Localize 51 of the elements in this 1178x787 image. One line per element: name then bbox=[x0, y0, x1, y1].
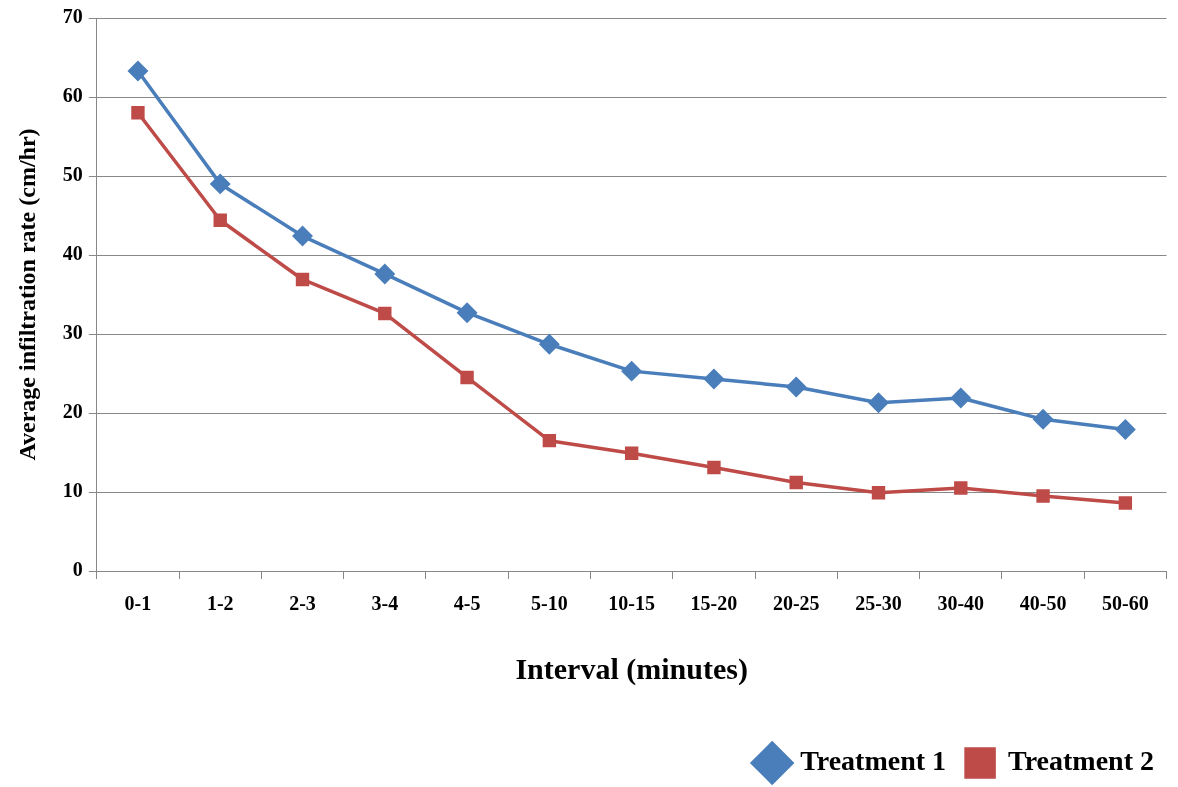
y-tick-label: 70 bbox=[62, 5, 83, 28]
point bbox=[213, 213, 227, 227]
x-tick-label: 40-50 bbox=[1019, 592, 1067, 615]
point bbox=[951, 388, 971, 408]
point bbox=[539, 334, 560, 355]
x-axis-title: Interval (minutes) bbox=[515, 651, 748, 686]
point bbox=[457, 302, 477, 323]
point bbox=[1036, 489, 1050, 503]
point bbox=[624, 446, 639, 460]
point bbox=[707, 460, 721, 475]
x-tick-label: 1-2 bbox=[206, 592, 234, 615]
point bbox=[131, 106, 145, 120]
point bbox=[378, 306, 392, 321]
y-tick-label: 60 bbox=[62, 84, 83, 107]
x-tick-label: 15-20 bbox=[690, 592, 738, 615]
point bbox=[375, 264, 395, 284]
y-tick-label: 20 bbox=[62, 400, 83, 423]
x-tick-label: 2-3 bbox=[289, 592, 316, 615]
x-tick-label: 0-1 bbox=[124, 592, 152, 615]
point bbox=[542, 433, 557, 448]
legend-label: Treatment 2 bbox=[1008, 745, 1154, 777]
point bbox=[1033, 409, 1053, 430]
x-tick-label: 20-25 bbox=[772, 592, 820, 615]
y-tick-label: 0 bbox=[72, 558, 83, 581]
point bbox=[704, 369, 724, 389]
y-tick-label: 10 bbox=[62, 479, 83, 502]
y-tick-label: 40 bbox=[62, 242, 83, 265]
x-tick-label: 3-4 bbox=[371, 592, 399, 615]
point bbox=[868, 392, 889, 413]
point bbox=[1118, 496, 1133, 510]
point bbox=[460, 370, 474, 385]
point bbox=[789, 475, 803, 490]
point bbox=[1115, 419, 1136, 440]
point bbox=[954, 481, 968, 495]
y-tick-label: 50 bbox=[62, 163, 83, 186]
y-axis-title: Average infiltration rate (cm/hr) bbox=[13, 128, 40, 461]
point bbox=[292, 226, 313, 246]
point bbox=[786, 377, 806, 397]
x-tick-label: 25-30 bbox=[855, 592, 902, 615]
point bbox=[871, 486, 886, 500]
legend-label: Treatment 1 bbox=[800, 745, 947, 777]
y-tick-label: 30 bbox=[62, 321, 83, 344]
x-tick-label: 4-5 bbox=[453, 592, 481, 615]
x-tick-label: 50-60 bbox=[1102, 592, 1149, 615]
x-tick-label: 30-40 bbox=[937, 592, 985, 615]
point bbox=[295, 272, 310, 287]
x-tick-label: 10-15 bbox=[608, 592, 655, 615]
point bbox=[621, 361, 642, 381]
point bbox=[210, 174, 230, 194]
x-tick-label: 5-10 bbox=[531, 592, 568, 615]
point bbox=[128, 61, 148, 81]
